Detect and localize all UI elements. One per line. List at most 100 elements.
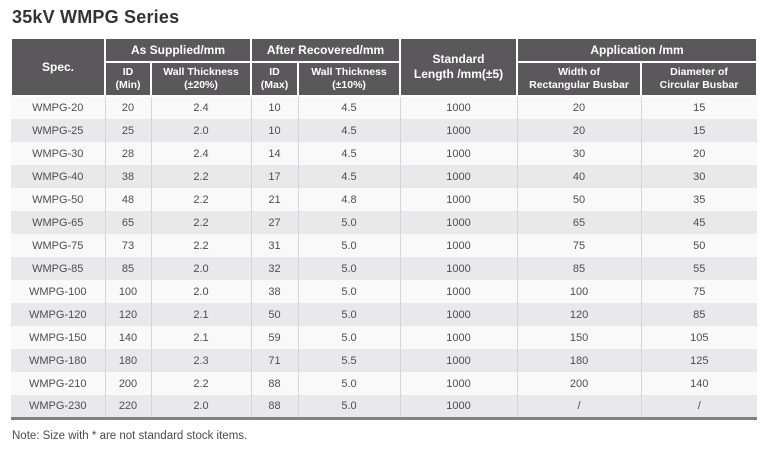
col-header-id-min: ID (Min) (104, 61, 152, 97)
value-cell: 1000 (399, 280, 518, 303)
value-cell: 50 (516, 188, 642, 211)
value-cell: 28 (104, 142, 151, 165)
spec-cell: WMPG-25 (32, 124, 84, 137)
footnote: Note: Size with * are not standard stock… (12, 429, 248, 442)
value-cell: 2.4 (150, 142, 252, 165)
value-cell: 55 (640, 257, 758, 280)
spec-cell: WMPG-120 (29, 308, 87, 321)
value-cell: 5.0 (297, 395, 401, 418)
value-cell: 20 (104, 96, 151, 119)
value-cell: 1000 (399, 372, 518, 395)
value-cell: 2.1 (150, 303, 252, 326)
value-cell: 21 (250, 188, 299, 211)
value-cell: 1000 (399, 234, 518, 257)
spec-cell: WMPG-150 (29, 331, 87, 344)
value-cell: 1000 (399, 119, 518, 142)
value-cell: 5.0 (297, 303, 401, 326)
value-cell: 120 (516, 303, 642, 326)
table-row: WMPG-50 48 2.2 21 4.8 1000 50 35 (11, 188, 758, 211)
value-cell: 2.3 (150, 349, 252, 372)
value-cell: / (516, 395, 642, 418)
value-cell: 75 (640, 280, 758, 303)
spec-cell: WMPG-65 (32, 216, 84, 229)
spec-cell: WMPG-50 (32, 193, 84, 206)
value-cell: 2.2 (150, 234, 252, 257)
value-cell: 48 (104, 188, 151, 211)
value-cell: 10 (250, 96, 299, 119)
value-cell: 14 (250, 142, 299, 165)
value-cell: 5.5 (297, 349, 401, 372)
value-cell: 140 (640, 372, 758, 395)
spec-cell: WMPG-180 (29, 354, 87, 367)
value-cell: 1000 (399, 211, 518, 234)
value-cell: 30 (640, 165, 758, 188)
value-cell: 20 (516, 119, 642, 142)
value-cell: 50 (640, 234, 758, 257)
table-row: WMPG-85 85 2.0 32 5.0 1000 85 55 (11, 257, 758, 280)
value-cell: 4.5 (297, 142, 401, 165)
value-cell: 2.0 (150, 257, 252, 280)
value-cell: 105 (640, 326, 758, 349)
value-cell: 4.5 (297, 165, 401, 188)
table-header: Spec. As Supplied/mm After Recovered/mm … (10, 37, 759, 97)
value-cell: 2.2 (150, 372, 252, 395)
wmpg-series-table: Spec. As Supplied/mm After Recovered/mm … (10, 37, 759, 420)
value-cell: 88 (250, 395, 299, 418)
table-row: WMPG-25 25 2.0 10 4.5 1000 20 15 (11, 119, 758, 142)
value-cell: 1000 (399, 303, 518, 326)
value-cell: 50 (250, 303, 299, 326)
value-cell: 220 (104, 395, 151, 418)
value-cell: 38 (250, 280, 299, 303)
spec-cell: WMPG-85 (32, 262, 84, 275)
value-cell: 38 (104, 165, 151, 188)
value-cell: 71 (250, 349, 299, 372)
col-header-id-max: ID (Max) (250, 61, 300, 97)
table-row: WMPG-210 200 2.2 88 5.0 1000 200 140 (11, 372, 758, 395)
table-row: WMPG-180 180 2.3 71 5.5 1000 180 125 (11, 349, 758, 372)
value-cell: 1000 (399, 326, 518, 349)
value-cell: 17 (250, 165, 299, 188)
value-cell: 120 (104, 303, 151, 326)
col-header-standard-length: Standard Length /mm(±5) (399, 37, 519, 97)
value-cell: 4.8 (297, 188, 401, 211)
value-cell: 1000 (399, 349, 518, 372)
table-row: WMPG-30 28 2.4 14 4.5 1000 30 20 (11, 142, 758, 165)
col-header-as-supplied: As Supplied/mm (103, 37, 253, 63)
value-cell: 2.2 (150, 165, 252, 188)
value-cell: 27 (250, 211, 299, 234)
value-cell: 85 (640, 303, 758, 326)
value-cell: 2.2 (150, 188, 252, 211)
value-cell: 2.1 (150, 326, 252, 349)
value-cell: 1000 (399, 257, 518, 280)
page-title: 35kV WMPG Series (12, 7, 180, 27)
value-cell: 10 (250, 119, 299, 142)
value-cell: 85 (104, 257, 151, 280)
value-cell: 4.5 (297, 119, 401, 142)
value-cell: 73 (104, 234, 151, 257)
value-cell: 30 (516, 142, 642, 165)
value-cell: 180 (104, 349, 151, 372)
col-header-width-rect-busbar: Width of Rectangular Busbar (516, 61, 643, 97)
value-cell: 2.0 (150, 395, 252, 418)
value-cell: 5.0 (297, 280, 401, 303)
spec-cell: WMPG-100 (29, 285, 87, 298)
col-header-application: Application /mm (516, 37, 759, 63)
value-cell: / (640, 395, 758, 418)
value-cell: 65 (516, 211, 642, 234)
value-cell: 88 (250, 372, 299, 395)
value-cell: 40 (516, 165, 642, 188)
spec-cell: WMPG-210 (29, 377, 87, 390)
value-cell: 85 (516, 257, 642, 280)
table-row: WMPG-230 220 2.0 88 5.0 1000// (11, 395, 758, 418)
table-row: WMPG-120 120 2.1 50 5.0 1000 120 85 (11, 303, 758, 326)
table-row: WMPG-40 38 2.2 17 4.5 1000 40 30 (11, 165, 758, 188)
table-row: WMPG-150 140 2.1 59 5.0 1000 150 105 (11, 326, 758, 349)
value-cell: 200 (104, 372, 151, 395)
value-cell: 1000 (399, 395, 518, 418)
value-cell: 4.5 (297, 96, 401, 119)
value-cell: 1000 (399, 142, 518, 165)
header-row-groups: Spec. As Supplied/mm After Recovered/mm … (10, 37, 759, 97)
value-cell: 100 (516, 280, 642, 303)
spec-cell: WMPG-20 (32, 102, 84, 114)
value-cell: 1000 (399, 165, 518, 188)
